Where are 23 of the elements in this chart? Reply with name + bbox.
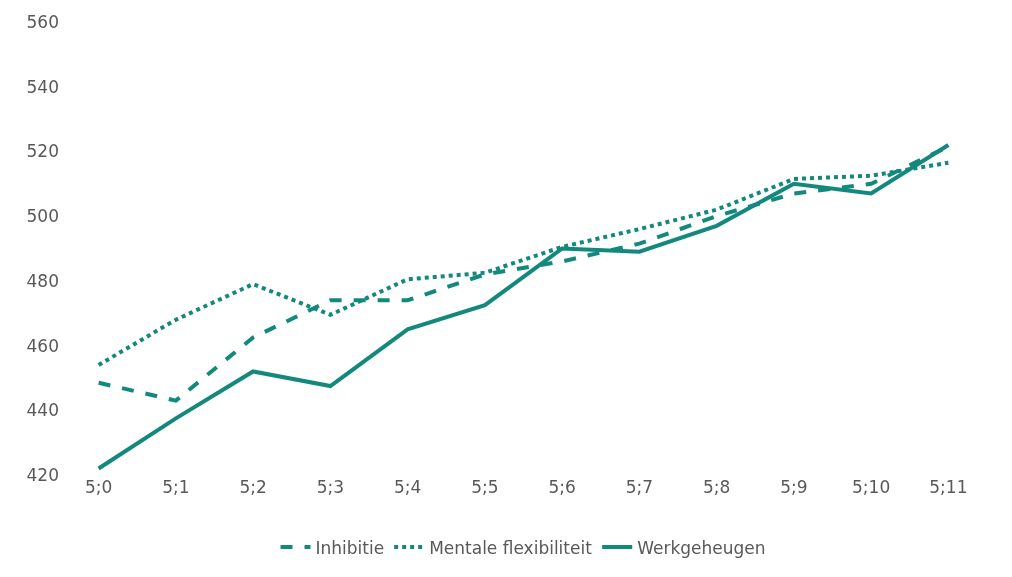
x-tick-label: 5;11 xyxy=(929,477,968,497)
legend-label: Inhibitie xyxy=(315,537,385,558)
y-tick-label: 420 xyxy=(26,464,59,485)
x-tick-label: 5;0 xyxy=(84,477,113,497)
y-tick-label: 560 xyxy=(26,11,59,32)
y-tick-label: 500 xyxy=(26,206,59,227)
y-tick-label: 480 xyxy=(26,270,59,291)
y-tick-label: 460 xyxy=(26,335,59,356)
y-tick-label: 540 xyxy=(26,76,59,97)
legend-label: Werkgeheugen xyxy=(637,537,766,558)
legend-label: Mentale flexibiliteit xyxy=(429,537,593,558)
x-tick-label: 5;3 xyxy=(316,477,345,497)
y-tick-label: 440 xyxy=(26,400,59,421)
x-tick-label: 5;1 xyxy=(162,477,190,497)
x-tick-label: 5;10 xyxy=(852,477,891,497)
x-tick-label: 5;8 xyxy=(702,477,731,497)
x-tick-label: 5;2 xyxy=(239,477,267,497)
x-tick-label: 5;6 xyxy=(548,477,576,497)
x-tick-label: 5;4 xyxy=(393,477,422,497)
x-tick-label: 5;5 xyxy=(471,477,499,497)
x-tick-label: 5;7 xyxy=(625,477,654,497)
y-tick-label: 520 xyxy=(26,141,59,162)
x-tick-label: 5;9 xyxy=(780,477,808,497)
